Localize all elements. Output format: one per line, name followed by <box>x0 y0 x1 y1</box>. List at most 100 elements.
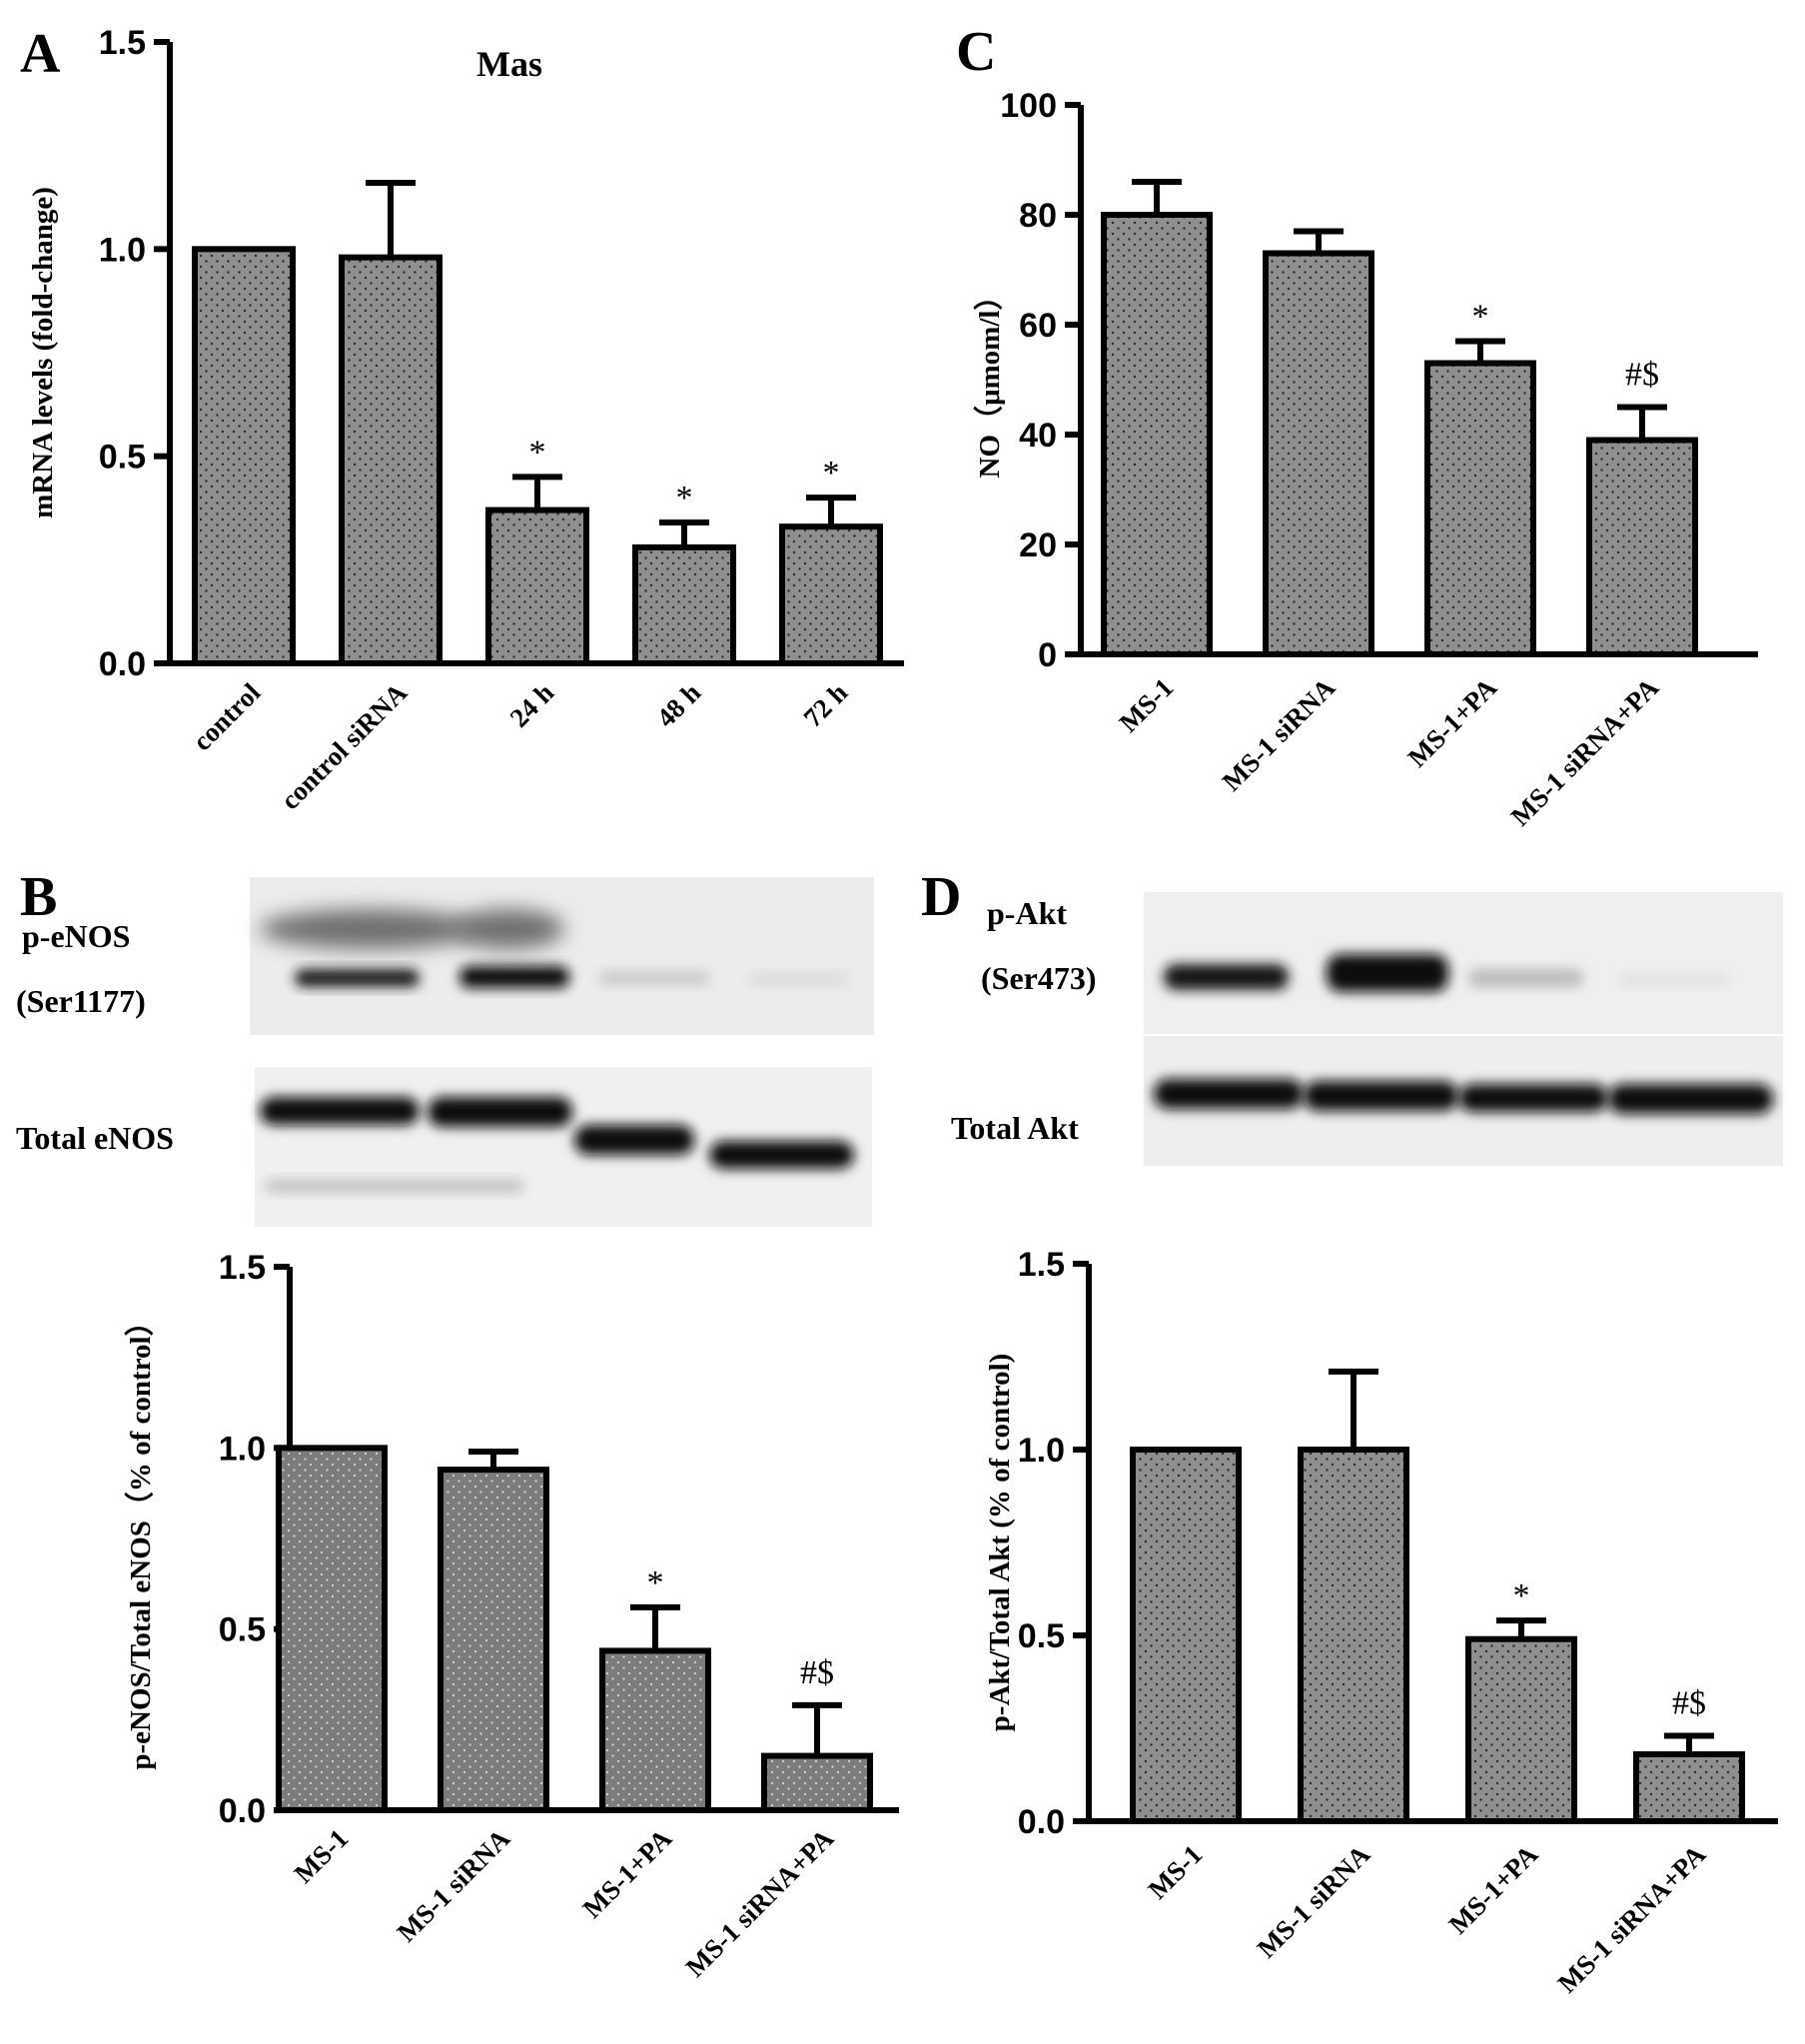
significance-marker: * <box>676 480 693 516</box>
x-tick-label: control <box>187 677 267 757</box>
x-tick-label: 24 h <box>504 677 560 733</box>
y-tick-label: 60 <box>1019 307 1057 345</box>
y-tick-label: 0.5 <box>219 1611 266 1649</box>
x-tick-label: MS-1+PA <box>1443 1839 1544 1940</box>
bar-4 <box>1633 1751 1745 1825</box>
blot-b-label-top-1: p-eNOS <box>22 918 130 954</box>
significance-marker: * <box>1513 1577 1530 1614</box>
panel-letter-b: B <box>20 866 57 928</box>
significance-marker: * <box>1472 299 1489 336</box>
x-tick-label: MS-1 <box>1113 672 1179 738</box>
significance-marker: * <box>647 1564 664 1601</box>
y-tick-label: 1.0 <box>1018 1432 1065 1470</box>
y-tick-label: 0.0 <box>219 1792 266 1830</box>
bar-1 <box>276 1445 388 1814</box>
significance-marker: * <box>529 434 546 471</box>
y-tick-label: 80 <box>1019 197 1057 235</box>
x-tick-label: MS-1+PA <box>577 1823 678 1924</box>
bar-3 <box>1424 360 1536 657</box>
y-tick-label: 1.5 <box>219 1249 266 1287</box>
y-tick-label: 0.0 <box>1018 1803 1065 1841</box>
blot-b-band-peNOS-1 <box>295 969 420 987</box>
y-tick-label: 1.0 <box>219 1430 266 1468</box>
y-tick-label: 0.0 <box>99 645 146 683</box>
panel-letter-a: A <box>20 23 61 85</box>
bar-1 <box>1101 212 1213 657</box>
y-tick-label: 20 <box>1019 526 1057 564</box>
significance-marker: * <box>823 455 840 492</box>
x-tick-label: MS-1+PA <box>1402 672 1503 773</box>
blot-d-label-bottom: Total Akt <box>951 1110 1079 1146</box>
western-blot-enos: p-eNOS (Ser1177) Total eNOS <box>16 877 874 1227</box>
x-tick-label: MS-1 siRNA <box>1252 1839 1376 1964</box>
blot-b-label-bottom: Total eNOS <box>16 1120 174 1156</box>
bar-3 <box>485 507 589 666</box>
x-tick-label: MS-1 siRNA <box>1217 672 1342 797</box>
significance-marker: #$ <box>800 1654 834 1691</box>
y-tick-label: 40 <box>1019 417 1057 455</box>
blot-d-top-membrane <box>1144 892 1783 1034</box>
panel-letter-d: D <box>921 866 961 928</box>
y-tick-label: 1.5 <box>99 24 146 62</box>
y-tick-label: 0.5 <box>1018 1617 1065 1655</box>
y-tick-label: 1.5 <box>1018 1246 1065 1284</box>
bar-3 <box>599 1647 711 1813</box>
x-tick-label: MS-1 <box>1142 1839 1208 1905</box>
y-axis-label: mRNA levels (fold-change) <box>27 187 59 518</box>
blot-d-label-top-2: (Ser473) <box>981 960 1097 996</box>
blot-d-band-akt-3 <box>1458 1084 1608 1112</box>
chart-no-level: 0 20 40 60 80 100 NO（μmom/l） MS-1 MS-1 siRNA * MS-… <box>973 87 1758 832</box>
bar-3 <box>1465 1635 1577 1824</box>
blot-b-band-peNOS-4 <box>749 973 849 985</box>
blot-b-band-peNOS-2 <box>459 966 569 988</box>
x-tick-label: 48 h <box>651 677 707 733</box>
blot-d-band-pakt-2 <box>1327 954 1448 992</box>
bar-2 <box>1298 1447 1409 1824</box>
blot-b-top-membrane <box>250 877 874 1035</box>
x-tick-label: MS-1 siRNA+PA <box>680 1823 840 1983</box>
significance-marker: #$ <box>1672 1684 1706 1721</box>
blot-b-band-enos-1 <box>260 1097 420 1125</box>
blot-b-label-top-2: (Ser1177) <box>16 983 146 1019</box>
bar-2 <box>339 254 443 666</box>
blot-d-band-pakt-3 <box>1468 969 1583 987</box>
bar-5 <box>779 523 883 666</box>
blot-d-band-akt-4 <box>1608 1084 1773 1114</box>
chart-mas-mrna: 0.0 0.5 1.0 1.5 mRNA levels (fold-change) Mas… <box>27 24 904 815</box>
x-tick-label: MS-1 <box>288 1823 354 1889</box>
x-tick-label: MS-1 siRNA+PA <box>1552 1839 1712 1999</box>
bar-1 <box>1130 1447 1242 1824</box>
y-axis-label: p-eNOS/Total eNOS（% of control） <box>124 1307 157 1769</box>
blot-d-band-akt-2 <box>1304 1081 1458 1111</box>
bar-1 <box>192 246 296 666</box>
x-tick-label: 72 h <box>798 677 854 733</box>
bar-4 <box>761 1752 873 1813</box>
y-tick-label: 0 <box>1038 636 1057 674</box>
significance-marker: #$ <box>1625 357 1659 394</box>
blot-b-smear <box>265 1179 524 1193</box>
blot-b-band-peNOS-3 <box>599 971 709 985</box>
x-tick-label: MS-1 siRNA+PA <box>1505 672 1665 832</box>
y-tick-label: 100 <box>1000 87 1057 125</box>
blot-b-band-enos-4 <box>709 1141 854 1169</box>
bar-2 <box>1263 250 1374 657</box>
blot-b-band-enos-2 <box>428 1097 572 1127</box>
blot-b-smear <box>454 909 564 949</box>
chart-pAkt-ratio: 0.0 0.5 1.0 1.5 p-Akt/Total Akt (% of contro… <box>984 1246 1778 1999</box>
chart-title: Mas <box>476 44 542 84</box>
bar-2 <box>438 1467 549 1814</box>
panel-letter-c: C <box>956 21 996 83</box>
blot-d-label-top-1: p-Akt <box>987 895 1067 931</box>
x-tick-label: control siRNA <box>275 677 413 815</box>
y-axis-label: NO（μmom/l） <box>973 282 1006 479</box>
bar-4 <box>632 543 736 666</box>
y-axis-label: p-Akt/Total Akt (% of control) <box>984 1354 1016 1732</box>
bar-4 <box>1586 437 1698 657</box>
blot-b-smear <box>260 909 479 949</box>
y-tick-label: 1.0 <box>99 231 146 269</box>
blot-d-band-pakt-4 <box>1618 974 1728 986</box>
y-tick-label: 0.5 <box>99 439 146 477</box>
blot-d-band-akt-1 <box>1154 1079 1304 1109</box>
western-blot-akt: p-Akt (Ser473) Total Akt <box>951 892 1783 1166</box>
